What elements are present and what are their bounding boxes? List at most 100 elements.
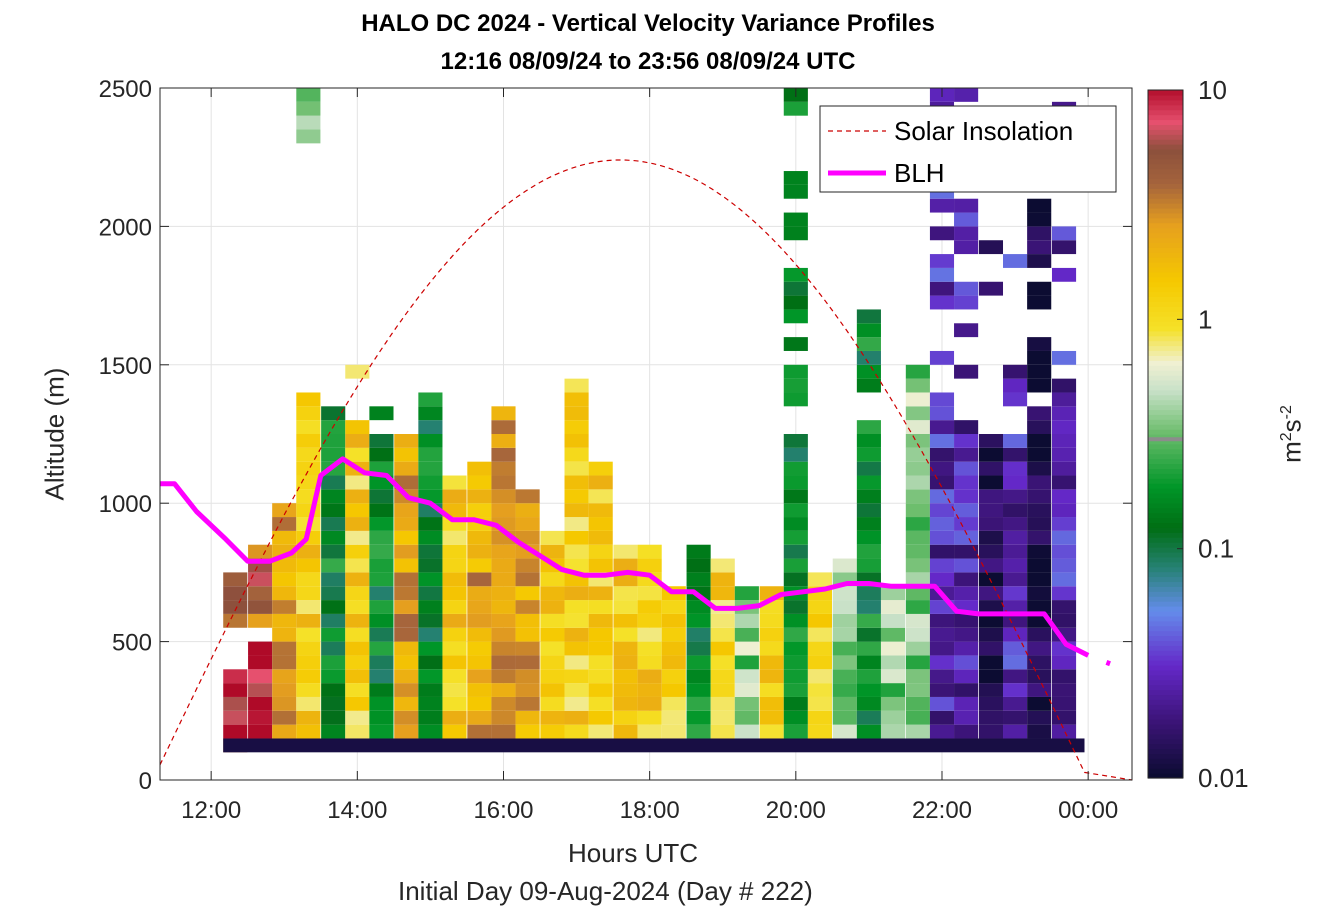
heatmap-cell (272, 683, 297, 697)
heatmap-cell (637, 613, 662, 628)
heatmap-cell (905, 420, 930, 434)
heatmap-cell (954, 586, 979, 601)
heatmap-cell (467, 461, 492, 476)
heatmap-cell (783, 724, 808, 739)
heatmap-cell (613, 669, 638, 684)
heatmap-cell (467, 475, 492, 490)
heatmap-cell (1027, 710, 1052, 725)
heatmap-cell (272, 655, 297, 670)
colorbar-step (1148, 699, 1183, 705)
heatmap-cell (369, 434, 394, 448)
colorbar-tick-label: 10 (1198, 75, 1227, 105)
heatmap-cell (540, 600, 565, 614)
heatmap-cell (588, 613, 613, 628)
heatmap-cell (856, 447, 881, 462)
heatmap-cell (467, 558, 492, 573)
colorbar-step (1148, 212, 1183, 219)
heatmap-cell (954, 655, 979, 670)
heatmap-cell (832, 696, 857, 711)
colorbar-step (1148, 375, 1183, 381)
heatmap-cell (272, 586, 297, 601)
heatmap-cell (369, 447, 394, 462)
heatmap-cell (588, 710, 613, 725)
heatmap-cell (832, 655, 857, 670)
heatmap-cell (491, 489, 516, 504)
heatmap-cell (978, 710, 1004, 725)
colorbar-step (1148, 660, 1183, 666)
heatmap-cell (1027, 406, 1052, 421)
heatmap-cell (905, 696, 930, 711)
heatmap-cell (783, 434, 808, 448)
heatmap-cell (637, 710, 662, 725)
heatmap-cell (345, 503, 370, 518)
heatmap-cell (954, 544, 979, 559)
heatmap-cell (394, 683, 419, 697)
heatmap-cell (954, 295, 979, 310)
heatmap-cell (369, 503, 394, 518)
heatmap-cell (710, 669, 735, 684)
heatmap-cell (929, 627, 955, 642)
colorbar-step (1148, 763, 1183, 769)
heatmap-cell (856, 378, 881, 393)
heatmap-cell (978, 240, 1004, 255)
heatmap-cell (1051, 558, 1077, 573)
heatmap-cell (540, 641, 565, 656)
colorbar-step (1148, 173, 1183, 180)
colorbar-step (1148, 728, 1183, 735)
heatmap-cell (807, 627, 832, 642)
heatmap-cell (978, 544, 1004, 559)
y-tick-label: 0 (139, 768, 152, 795)
heatmap-cell (978, 281, 1004, 296)
heatmap-cell (369, 558, 394, 573)
colorbar-step (1148, 719, 1183, 725)
heatmap-cell (613, 600, 638, 614)
heatmap-cell (978, 572, 1004, 587)
heatmap-cell (856, 309, 881, 324)
heatmap-cell (321, 586, 346, 601)
heatmap-cell (1003, 254, 1028, 268)
heatmap-cell (954, 558, 979, 573)
heatmap-cell (515, 627, 540, 642)
heatmap-cell (783, 475, 808, 490)
colorbar-step (1148, 488, 1183, 494)
heatmap-cell (248, 641, 273, 656)
colorbar-step (1148, 586, 1183, 592)
heatmap-cell (1027, 281, 1052, 296)
heatmap-cell (491, 655, 516, 670)
heatmap-cell (783, 309, 808, 324)
heatmap-cell (248, 669, 273, 684)
colorbar-step (1148, 266, 1183, 273)
heatmap-cell (540, 655, 565, 670)
heatmap-cell (296, 101, 321, 116)
heatmap-cell (296, 572, 321, 587)
heatmap-cell (1027, 364, 1052, 379)
colorbar-step (1148, 291, 1183, 297)
heatmap-cell (369, 406, 394, 421)
heatmap-cell (1027, 226, 1052, 241)
heatmap-cell (978, 696, 1004, 711)
heatmap-cell (442, 669, 467, 684)
heatmap-cell (1003, 641, 1028, 656)
heatmap-cell (564, 641, 589, 656)
heatmap-cell (905, 392, 930, 407)
heatmap-cell (783, 641, 808, 656)
heatmap-cell (905, 586, 930, 601)
heatmap-cell (564, 627, 589, 642)
y-tick-label: 1500 (99, 353, 152, 380)
heatmap-cell (880, 669, 906, 684)
heatmap-cell (248, 544, 273, 559)
heatmap-cell (394, 696, 419, 711)
heatmap-cell (905, 378, 930, 393)
heatmap-cell (686, 558, 711, 573)
colorbar-step (1148, 178, 1183, 184)
heatmap-cell (783, 655, 808, 670)
heatmap-cell (929, 655, 955, 670)
heatmap-cell (467, 600, 492, 614)
heatmap-cell (686, 655, 711, 670)
heatmap-cell (613, 724, 638, 739)
heatmap-cell (686, 627, 711, 642)
colorbar-step (1148, 434, 1183, 440)
heatmap-cell (661, 683, 686, 697)
heatmap-cell (978, 489, 1004, 504)
heatmap-cell (783, 489, 808, 504)
